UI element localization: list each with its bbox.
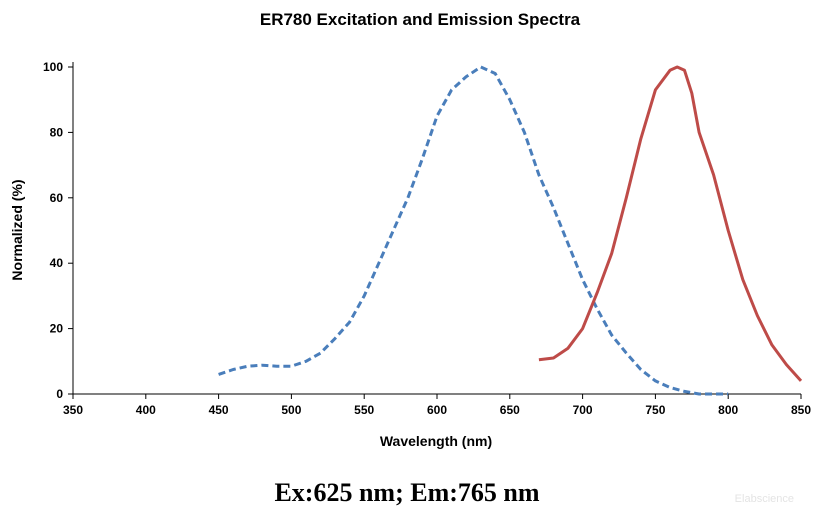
x-tick-label: 550 bbox=[354, 403, 374, 417]
caption: Ex:625 nm; Em:765 nm bbox=[274, 478, 540, 507]
y-tick-label: 0 bbox=[56, 387, 63, 401]
emission-series-line bbox=[538, 65, 803, 382]
x-tick-label: 750 bbox=[645, 403, 665, 417]
y-tick-label: 40 bbox=[50, 256, 64, 270]
excitation-series-line bbox=[218, 65, 729, 396]
x-tick-label: 400 bbox=[136, 403, 156, 417]
x-tick-label: 500 bbox=[281, 403, 301, 417]
x-tick-label: 450 bbox=[209, 403, 229, 417]
y-tick-label: 80 bbox=[50, 125, 64, 139]
y-axis-label: Normalized (%) bbox=[9, 179, 25, 280]
y-tick-label: 20 bbox=[50, 322, 64, 336]
y-tick-label: 60 bbox=[50, 191, 64, 205]
x-tick-label: 800 bbox=[718, 403, 738, 417]
x-tick-label: 600 bbox=[427, 403, 447, 417]
watermark: Elabscience bbox=[734, 493, 794, 505]
series-group bbox=[218, 65, 803, 396]
x-tick-label: 650 bbox=[500, 403, 520, 417]
y-tick-label: 100 bbox=[43, 60, 63, 74]
x-axis-label: Wavelength (nm) bbox=[380, 433, 492, 449]
x-tick-label: 350 bbox=[63, 403, 83, 417]
axes: 350 400 450 500 550 600 650 700 750 800 850 0 20 40 60… bbox=[43, 60, 811, 417]
x-tick-label: 700 bbox=[573, 403, 593, 417]
spectra-chart: ER780 Excitation and Emission Spectra 35… bbox=[9, 10, 811, 449]
chart-title: ER780 Excitation and Emission Spectra bbox=[260, 10, 581, 29]
x-tick-label: 850 bbox=[791, 403, 811, 417]
